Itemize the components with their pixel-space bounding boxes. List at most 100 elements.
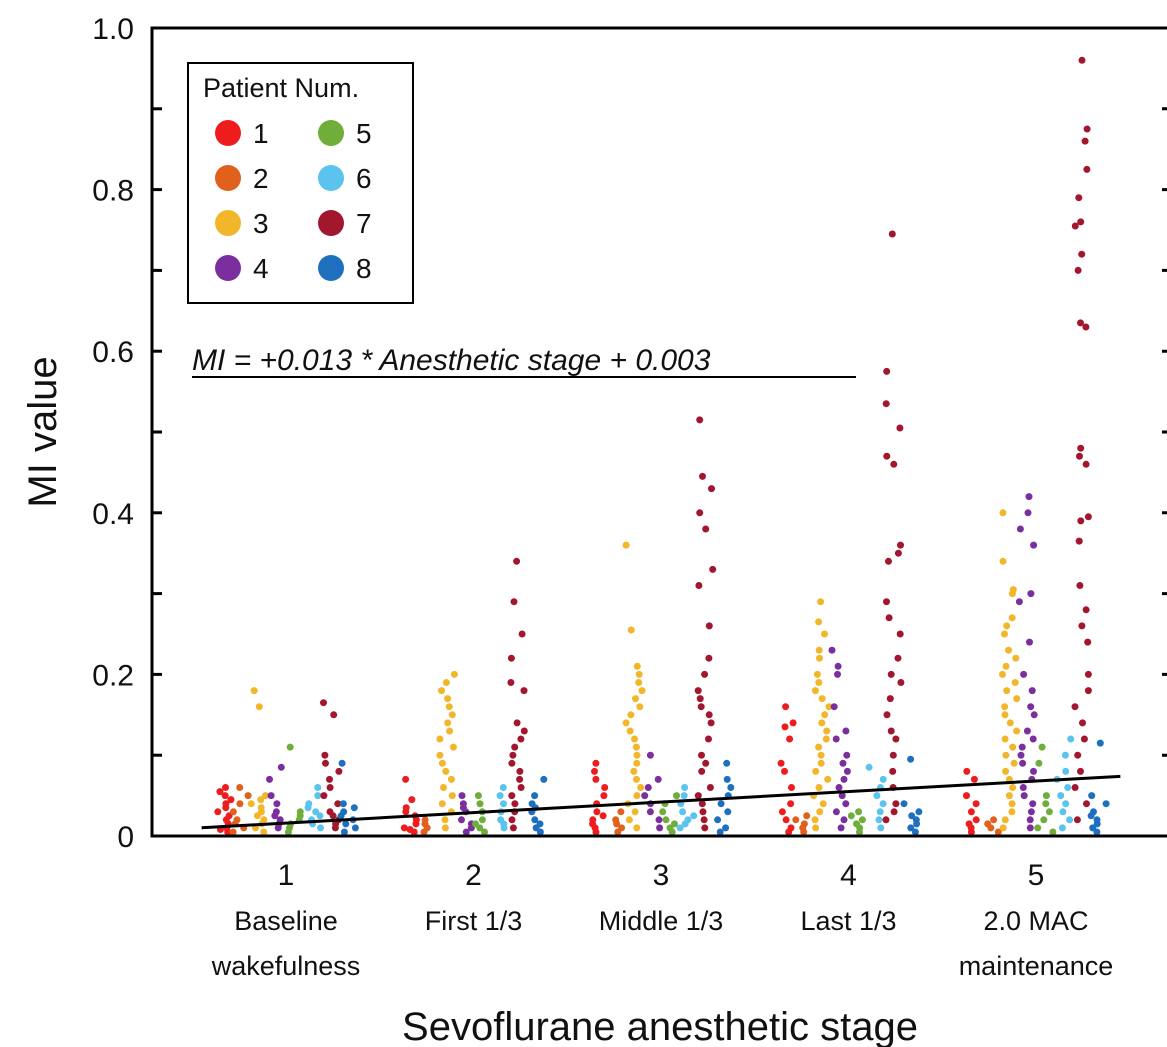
- data-point-patient-7: [1077, 444, 1085, 452]
- x-category-3: 3 Middle 1/3: [599, 859, 724, 936]
- legend-entry-1: 1: [215, 118, 269, 149]
- data-point-patient-4: [1030, 767, 1037, 775]
- data-point-patient-8: [1102, 800, 1110, 808]
- data-point-patient-7: [888, 230, 896, 238]
- data-point-patient-7: [331, 824, 339, 832]
- data-point-patient-3: [627, 711, 635, 719]
- data-point-patient-6: [679, 808, 687, 816]
- data-point-patient-3: [815, 679, 823, 686]
- data-point-patient-7: [694, 687, 702, 695]
- x-category-label: Last 1/3: [800, 906, 896, 936]
- legend-marker: [318, 120, 344, 146]
- data-point-patient-7: [326, 784, 334, 791]
- x-tick-label: 4: [840, 859, 857, 892]
- data-point-patient-4: [273, 800, 281, 808]
- y-tick-label: 0.6: [92, 336, 134, 369]
- legend-label: 4: [253, 253, 269, 284]
- legend-label: 1: [253, 118, 269, 149]
- data-point-patient-3: [822, 735, 830, 743]
- data-point-patient-2: [236, 784, 244, 791]
- data-point-patient-7: [513, 719, 521, 727]
- data-point-patient-7: [699, 472, 706, 480]
- data-point-patient-7: [894, 549, 902, 557]
- data-point-patient-3: [815, 784, 823, 791]
- data-point-patient-8: [907, 755, 915, 763]
- data-point-patient-7: [707, 719, 715, 727]
- y-tick-label: 0.2: [92, 659, 134, 692]
- data-point-patient-6: [1062, 800, 1070, 808]
- data-point-patient-7: [894, 654, 902, 662]
- data-point-patient-7: [1083, 800, 1090, 808]
- data-point-patient-6: [879, 800, 887, 808]
- data-point-patient-3: [448, 711, 456, 719]
- legend-title: Patient Num.: [203, 73, 359, 103]
- data-point-patient-3: [1001, 703, 1009, 711]
- data-point-patient-3: [819, 800, 827, 808]
- data-point-patient-7: [706, 784, 714, 791]
- data-point-patient-4: [843, 751, 851, 759]
- data-point-patient-3: [633, 824, 641, 832]
- data-point-patient-3: [250, 687, 258, 695]
- data-point-patient-7: [1077, 767, 1084, 775]
- data-point-patient-4: [641, 792, 649, 800]
- x-category-1: 1 Baseline wakefulness: [211, 859, 361, 981]
- data-point-patient-6: [500, 824, 508, 832]
- data-point-patient-5: [286, 743, 294, 751]
- data-point-patient-7: [887, 727, 895, 735]
- data-point-patient-4: [1029, 735, 1037, 743]
- data-point-patient-4: [1030, 541, 1038, 549]
- data-point-patient-7: [897, 541, 904, 549]
- data-point-patient-4: [1027, 590, 1035, 598]
- legend-entry-7: 7: [318, 208, 372, 239]
- data-point-patient-3: [633, 759, 641, 767]
- data-point-patient-8: [531, 816, 539, 824]
- data-point-patient-8: [727, 784, 735, 791]
- data-point-patient-6: [1066, 816, 1073, 824]
- data-point-patient-3: [440, 784, 447, 791]
- data-point-patient-7: [1071, 703, 1079, 711]
- data-point-patient-7: [702, 525, 710, 533]
- data-point-patient-6: [314, 784, 322, 791]
- data-point-patient-5: [1040, 816, 1048, 824]
- data-point-patient-3: [636, 703, 644, 711]
- data-point-patient-6: [496, 792, 504, 800]
- data-point-patient-7: [705, 711, 713, 719]
- y-axis-title: MI value: [21, 356, 65, 507]
- legend-marker: [318, 210, 344, 236]
- data-point-patient-4: [458, 816, 465, 824]
- legend-label: 7: [356, 208, 372, 239]
- data-point-patient-3: [632, 743, 640, 751]
- data-point-patient-4: [271, 812, 279, 820]
- data-point-patient-1: [222, 804, 230, 812]
- data-point-patient-7: [698, 751, 705, 759]
- data-point-patient-3: [824, 775, 832, 783]
- data-point-patient-3: [633, 662, 641, 670]
- data-point-patient-1: [781, 767, 788, 775]
- data-point-patient-7: [1081, 137, 1089, 145]
- data-point-patient-8: [900, 800, 908, 808]
- data-point-patient-8: [724, 808, 732, 816]
- data-point-patient-7: [697, 703, 705, 711]
- data-point-patient-4: [838, 792, 846, 800]
- data-point-patient-3: [825, 703, 833, 711]
- data-point-patient-7: [513, 557, 521, 565]
- data-point-patient-7: [1075, 537, 1083, 545]
- data-point-patient-7: [1082, 323, 1090, 331]
- data-point-patient-1: [222, 784, 229, 791]
- data-point-patient-2: [800, 828, 808, 836]
- data-point-patient-7: [517, 735, 525, 743]
- data-point-patient-7: [1075, 194, 1083, 202]
- data-point-patient-7: [701, 670, 709, 678]
- data-point-patient-2: [803, 812, 811, 820]
- data-point-patient-7: [1083, 165, 1091, 173]
- data-point-patient-6: [690, 812, 698, 820]
- data-point-patient-4: [462, 828, 470, 836]
- data-point-patient-4: [644, 784, 652, 791]
- data-point-patient-4: [1030, 711, 1038, 719]
- data-point-patient-6: [877, 824, 885, 832]
- data-point-patient-4: [834, 662, 842, 670]
- data-point-patient-5: [1034, 824, 1042, 832]
- data-point-patient-8: [723, 759, 731, 767]
- data-point-patient-8: [911, 828, 919, 836]
- data-point-patient-3: [630, 767, 638, 775]
